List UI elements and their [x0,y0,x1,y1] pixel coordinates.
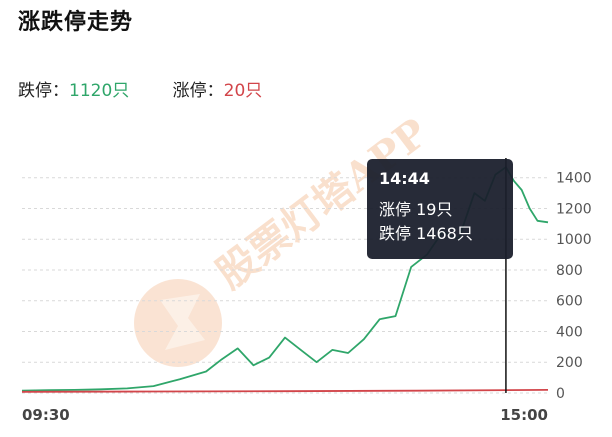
chart-tooltip: 14:44 涨停 19只 跌停 1468只 [367,159,513,259]
x-tick-label: 09:30 [22,406,70,424]
limit-summary: 跌停：1120只 涨停：20只 [18,76,262,101]
limit-down-label: 跌停： [18,81,69,101]
tooltip-time: 14:44 [379,169,430,188]
limit-down-summary: 跌停：1120只 [18,76,129,101]
limit-up-summary: 涨停：20只 [173,76,263,101]
tooltip-limit-up-row: 涨停 19只 [379,198,501,222]
tooltip-limit-down-value: 1468只 [416,224,473,243]
limit-up-line [21,389,549,393]
y-tick-label: 400 [556,324,583,340]
y-tick-label: 1400 [556,171,592,187]
page-title: 涨跌停走势 [18,10,134,35]
tooltip-limit-down-label: 跌停 [379,224,412,243]
tooltip-limit-up-value: 19只 [416,200,453,219]
tooltip-limit-up-label: 涨停 [379,200,412,219]
y-tick-label: 0 [556,386,565,402]
y-tick-label: 1200 [556,201,592,217]
y-tick-label: 1000 [556,232,592,248]
limit-up-value: 20只 [223,81,263,101]
y-tick-label: 600 [556,294,583,310]
x-tick-label: 15:00 [500,406,548,424]
limit-down-value: 1120只 [69,81,130,101]
limit-up-label: 涨停： [172,81,224,101]
y-axis: 0 200 400 600 800 1000 1200 1400 [556,171,592,402]
x-axis: 09:30 15:00 [22,406,548,424]
y-tick-label: 800 [556,263,583,279]
tooltip-limit-down-row: 跌停 1468只 [379,222,501,246]
y-tick-label: 200 [556,355,583,371]
watermark-logo-icon [134,279,222,367]
